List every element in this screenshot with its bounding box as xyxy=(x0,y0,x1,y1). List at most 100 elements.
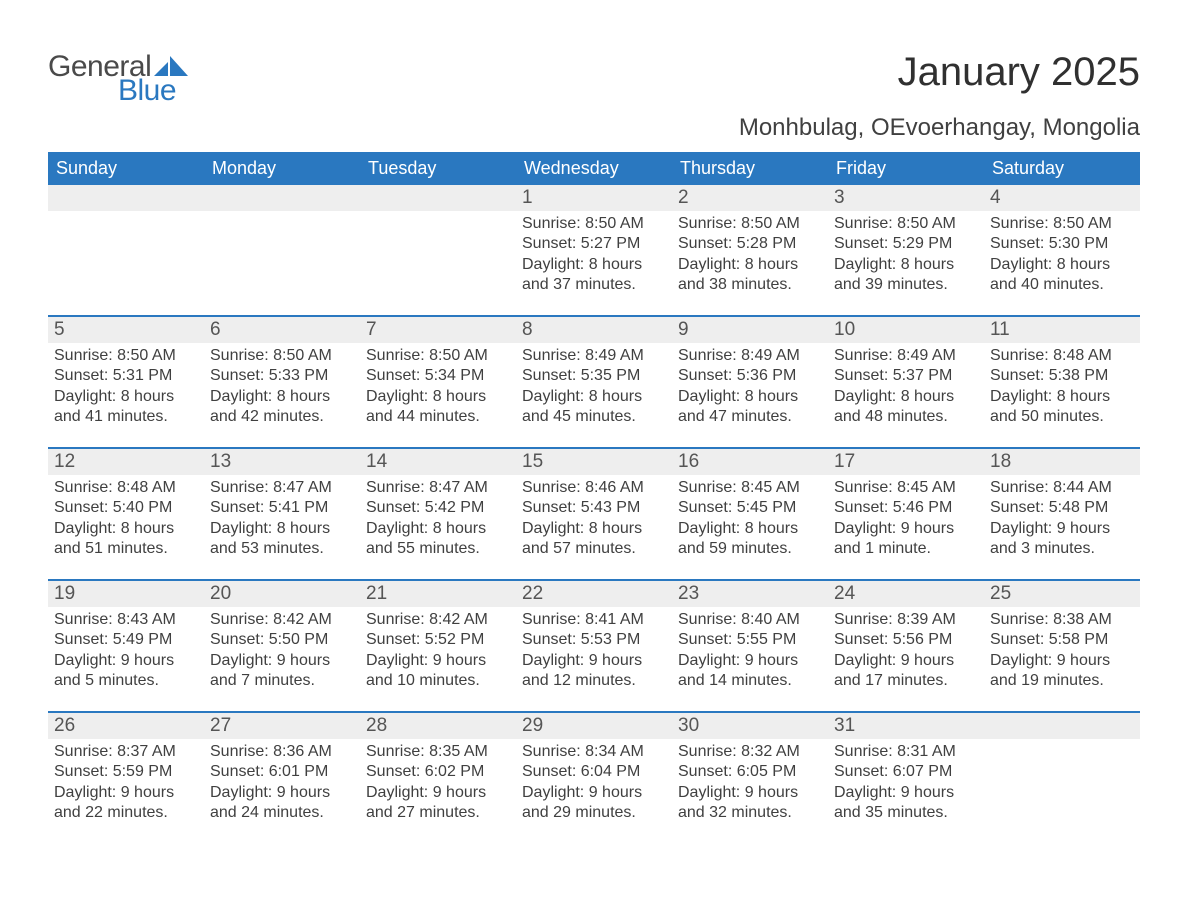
day-number: 15 xyxy=(516,449,672,475)
sunrise-line: Sunrise: 8:47 AM xyxy=(366,478,510,498)
daylight-line-2: and 59 minutes. xyxy=(678,539,822,559)
calendar-day xyxy=(984,713,1140,843)
day-number: 30 xyxy=(672,713,828,739)
calendar-day: 17Sunrise: 8:45 AMSunset: 5:46 PMDayligh… xyxy=(828,449,984,579)
daylight-line-2: and 10 minutes. xyxy=(366,671,510,691)
daylight-line-1: Daylight: 8 hours xyxy=(522,387,666,407)
sunset-line: Sunset: 5:41 PM xyxy=(210,498,354,518)
sunset-line: Sunset: 5:27 PM xyxy=(522,234,666,254)
day-details: Sunrise: 8:45 AMSunset: 5:45 PMDaylight:… xyxy=(672,475,828,566)
sunrise-line: Sunrise: 8:46 AM xyxy=(522,478,666,498)
daylight-line-1: Daylight: 9 hours xyxy=(366,651,510,671)
daylight-line-2: and 37 minutes. xyxy=(522,275,666,295)
daylight-line-1: Daylight: 8 hours xyxy=(522,255,666,275)
sunrise-line: Sunrise: 8:42 AM xyxy=(210,610,354,630)
sunrise-line: Sunrise: 8:49 AM xyxy=(678,346,822,366)
daylight-line-2: and 47 minutes. xyxy=(678,407,822,427)
daylight-line-1: Daylight: 8 hours xyxy=(210,519,354,539)
calendar-day: 3Sunrise: 8:50 AMSunset: 5:29 PMDaylight… xyxy=(828,185,984,315)
calendar-day: 4Sunrise: 8:50 AMSunset: 5:30 PMDaylight… xyxy=(984,185,1140,315)
daylight-line-1: Daylight: 9 hours xyxy=(834,651,978,671)
sunset-line: Sunset: 5:35 PM xyxy=(522,366,666,386)
daylight-line-2: and 35 minutes. xyxy=(834,803,978,823)
daylight-line-2: and 14 minutes. xyxy=(678,671,822,691)
day-details: Sunrise: 8:49 AMSunset: 5:35 PMDaylight:… xyxy=(516,343,672,434)
sunrise-line: Sunrise: 8:50 AM xyxy=(210,346,354,366)
daylight-line-2: and 7 minutes. xyxy=(210,671,354,691)
daylight-line-2: and 12 minutes. xyxy=(522,671,666,691)
day-number: 7 xyxy=(360,317,516,343)
day-details: Sunrise: 8:50 AMSunset: 5:27 PMDaylight:… xyxy=(516,211,672,302)
day-details: Sunrise: 8:37 AMSunset: 5:59 PMDaylight:… xyxy=(48,739,204,830)
daylight-line-2: and 3 minutes. xyxy=(990,539,1134,559)
calendar-day: 23Sunrise: 8:40 AMSunset: 5:55 PMDayligh… xyxy=(672,581,828,711)
daylight-line-1: Daylight: 8 hours xyxy=(990,255,1134,275)
dow-thursday: Thursday xyxy=(672,152,828,185)
day-details: Sunrise: 8:47 AMSunset: 5:42 PMDaylight:… xyxy=(360,475,516,566)
daylight-line-1: Daylight: 9 hours xyxy=(990,651,1134,671)
day-number: 22 xyxy=(516,581,672,607)
day-number xyxy=(360,185,516,211)
daylight-line-1: Daylight: 8 hours xyxy=(522,519,666,539)
dow-tuesday: Tuesday xyxy=(360,152,516,185)
dow-monday: Monday xyxy=(204,152,360,185)
day-number: 19 xyxy=(48,581,204,607)
location-subtitle: Monhbulag, OEvoerhangay, Mongolia xyxy=(48,114,1140,142)
day-details: Sunrise: 8:48 AMSunset: 5:40 PMDaylight:… xyxy=(48,475,204,566)
day-details: Sunrise: 8:39 AMSunset: 5:56 PMDaylight:… xyxy=(828,607,984,698)
day-number: 6 xyxy=(204,317,360,343)
sunrise-line: Sunrise: 8:36 AM xyxy=(210,742,354,762)
day-number: 8 xyxy=(516,317,672,343)
week-row: 12Sunrise: 8:48 AMSunset: 5:40 PMDayligh… xyxy=(48,447,1140,579)
sunset-line: Sunset: 5:37 PM xyxy=(834,366,978,386)
dow-friday: Friday xyxy=(828,152,984,185)
day-details: Sunrise: 8:48 AMSunset: 5:38 PMDaylight:… xyxy=(984,343,1140,434)
calendar-day: 26Sunrise: 8:37 AMSunset: 5:59 PMDayligh… xyxy=(48,713,204,843)
calendar-day: 13Sunrise: 8:47 AMSunset: 5:41 PMDayligh… xyxy=(204,449,360,579)
daylight-line-1: Daylight: 9 hours xyxy=(834,783,978,803)
sunrise-line: Sunrise: 8:39 AM xyxy=(834,610,978,630)
sunset-line: Sunset: 6:05 PM xyxy=(678,762,822,782)
daylight-line-2: and 42 minutes. xyxy=(210,407,354,427)
calendar-day: 21Sunrise: 8:42 AMSunset: 5:52 PMDayligh… xyxy=(360,581,516,711)
day-number: 16 xyxy=(672,449,828,475)
calendar-day: 10Sunrise: 8:49 AMSunset: 5:37 PMDayligh… xyxy=(828,317,984,447)
day-details: Sunrise: 8:50 AMSunset: 5:33 PMDaylight:… xyxy=(204,343,360,434)
calendar-day: 1Sunrise: 8:50 AMSunset: 5:27 PMDaylight… xyxy=(516,185,672,315)
day-details: Sunrise: 8:40 AMSunset: 5:55 PMDaylight:… xyxy=(672,607,828,698)
daylight-line-2: and 40 minutes. xyxy=(990,275,1134,295)
daylight-line-1: Daylight: 8 hours xyxy=(678,519,822,539)
daylight-line-2: and 24 minutes. xyxy=(210,803,354,823)
sunrise-line: Sunrise: 8:40 AM xyxy=(678,610,822,630)
sunset-line: Sunset: 5:48 PM xyxy=(990,498,1134,518)
day-number: 23 xyxy=(672,581,828,607)
sunset-line: Sunset: 5:33 PM xyxy=(210,366,354,386)
day-details: Sunrise: 8:46 AMSunset: 5:43 PMDaylight:… xyxy=(516,475,672,566)
day-number: 10 xyxy=(828,317,984,343)
sunset-line: Sunset: 5:42 PM xyxy=(366,498,510,518)
sunrise-line: Sunrise: 8:44 AM xyxy=(990,478,1134,498)
sunset-line: Sunset: 5:38 PM xyxy=(990,366,1134,386)
day-number: 5 xyxy=(48,317,204,343)
sunset-line: Sunset: 5:31 PM xyxy=(54,366,198,386)
calendar-day xyxy=(204,185,360,315)
day-details: Sunrise: 8:41 AMSunset: 5:53 PMDaylight:… xyxy=(516,607,672,698)
day-number xyxy=(204,185,360,211)
sunset-line: Sunset: 5:40 PM xyxy=(54,498,198,518)
sunrise-line: Sunrise: 8:48 AM xyxy=(990,346,1134,366)
daylight-line-1: Daylight: 9 hours xyxy=(210,651,354,671)
page: General Blue January 2025 Monhbulag, OEv… xyxy=(0,0,1188,883)
calendar-day: 14Sunrise: 8:47 AMSunset: 5:42 PMDayligh… xyxy=(360,449,516,579)
daylight-line-2: and 55 minutes. xyxy=(366,539,510,559)
daylight-line-1: Daylight: 8 hours xyxy=(990,387,1134,407)
day-details: Sunrise: 8:50 AMSunset: 5:28 PMDaylight:… xyxy=(672,211,828,302)
daylight-line-1: Daylight: 8 hours xyxy=(678,255,822,275)
day-details: Sunrise: 8:50 AMSunset: 5:29 PMDaylight:… xyxy=(828,211,984,302)
daylight-line-2: and 41 minutes. xyxy=(54,407,198,427)
sunset-line: Sunset: 5:29 PM xyxy=(834,234,978,254)
sunset-line: Sunset: 5:53 PM xyxy=(522,630,666,650)
calendar-day: 15Sunrise: 8:46 AMSunset: 5:43 PMDayligh… xyxy=(516,449,672,579)
sunrise-line: Sunrise: 8:50 AM xyxy=(366,346,510,366)
weeks-container: 1Sunrise: 8:50 AMSunset: 5:27 PMDaylight… xyxy=(48,185,1140,843)
day-details: Sunrise: 8:38 AMSunset: 5:58 PMDaylight:… xyxy=(984,607,1140,698)
